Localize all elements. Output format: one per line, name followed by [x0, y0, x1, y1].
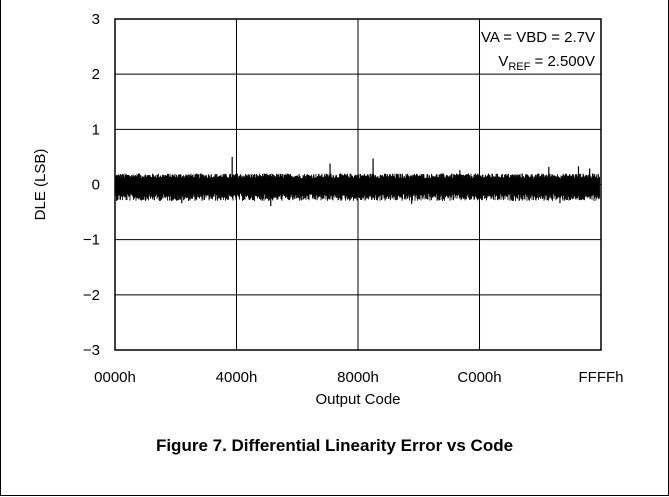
- y-tick-label: 0: [92, 177, 100, 194]
- x-tick-label: FFFFh: [579, 369, 624, 386]
- x-tick-label: 0000h: [94, 369, 136, 386]
- y-tick-label: −2: [83, 287, 100, 304]
- annotation-supply-voltage: VA = VBD = 2.7V: [481, 29, 595, 46]
- annotation-vref-v: V: [498, 53, 508, 70]
- annotation-vref-subscript: REF: [508, 61, 530, 73]
- plot-area-border: [114, 18, 602, 351]
- y-tick-label: 3: [92, 11, 100, 28]
- dle-noise-band: [115, 173, 600, 201]
- y-tick-label: 1: [92, 121, 100, 138]
- y-tick-label: 2: [92, 66, 100, 83]
- y-tick-labels: 3 2 1 0 −1 −2 −3: [83, 11, 100, 359]
- annotation-vref-value: = 2.500V: [530, 53, 595, 70]
- dle-trace: [115, 156, 600, 207]
- figure-caption: Figure 7. Differential Linearity Error v…: [155, 436, 514, 455]
- x-tick-label: 4000h: [216, 369, 258, 386]
- x-tick-label: C000h: [457, 369, 501, 386]
- x-tick-labels: 0000h 4000h 8000h C000h FFFFh: [94, 369, 623, 386]
- y-axis-label: DLE (LSB): [32, 149, 49, 221]
- y-tick-label: −1: [83, 232, 100, 249]
- x-tick-label: 8000h: [337, 369, 379, 386]
- x-axis-label: Output Code: [315, 391, 400, 408]
- annotation-reference-voltage: VREF = 2.500V: [498, 53, 595, 73]
- y-tick-label: −3: [83, 342, 100, 359]
